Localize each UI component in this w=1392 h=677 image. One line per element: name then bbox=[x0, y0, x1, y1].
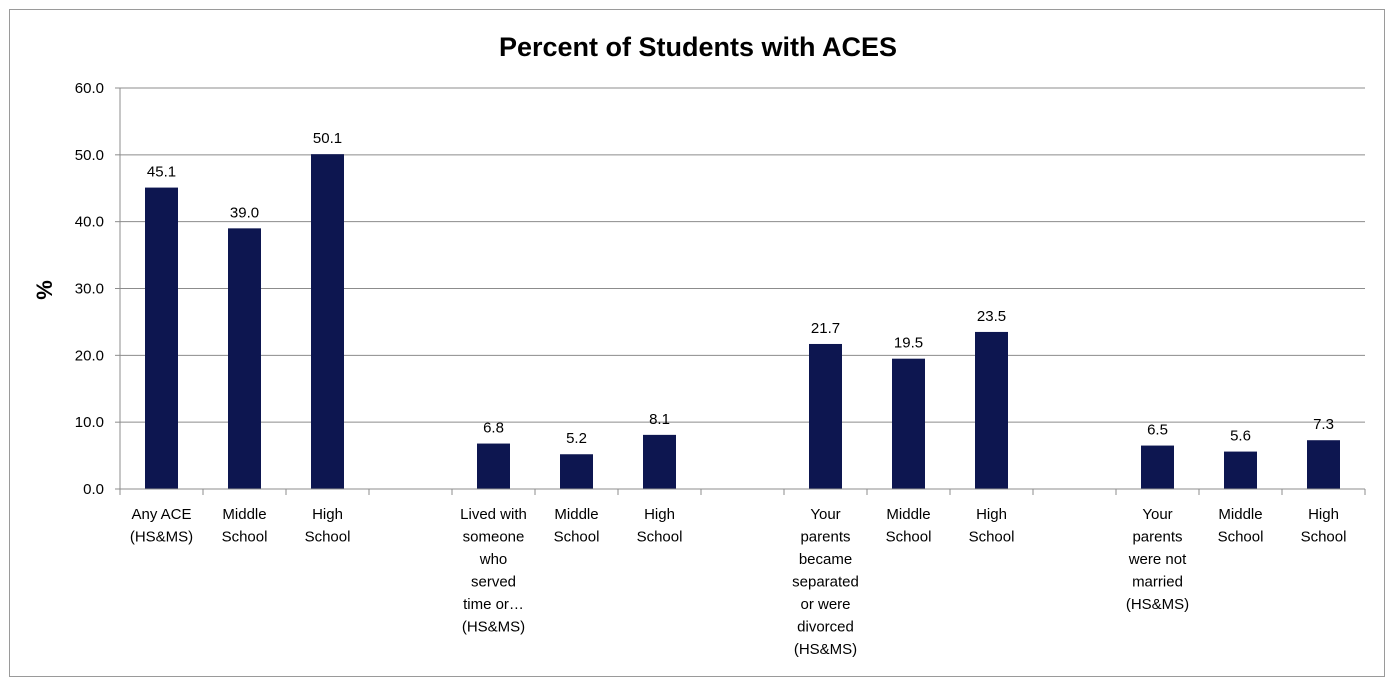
y-tick-label: 0.0 bbox=[83, 481, 104, 498]
x-category-label-line: time or… bbox=[463, 596, 524, 613]
x-category-label-line: (HS&MS) bbox=[462, 619, 525, 636]
x-category-label-line: (HS&MS) bbox=[794, 641, 857, 658]
x-category-label: Middle School bbox=[886, 506, 932, 546]
y-tick-label: 60.0 bbox=[75, 80, 104, 97]
axes bbox=[115, 87, 1366, 495]
x-category-label: Middle School bbox=[554, 506, 600, 546]
data-label: 7.3 bbox=[1313, 416, 1334, 433]
bar bbox=[643, 434, 676, 489]
bar bbox=[892, 358, 925, 489]
bar bbox=[1224, 451, 1257, 489]
x-category-label: Your parents became separated or were divorce… bbox=[792, 506, 859, 658]
x-category-label-line: or were bbox=[800, 596, 850, 613]
x-category-label: Any ACE (HS&MS) bbox=[130, 506, 193, 546]
data-label: 5.2 bbox=[566, 430, 587, 447]
bars bbox=[145, 154, 1340, 490]
x-category-label-line: Middle bbox=[222, 506, 266, 523]
x-category-label-line: School bbox=[1301, 529, 1347, 546]
x-category-label: High School bbox=[637, 506, 683, 546]
x-category-label-line: Lived with bbox=[460, 506, 527, 523]
bar bbox=[477, 443, 510, 489]
bar bbox=[311, 154, 344, 490]
data-label: 50.1 bbox=[313, 130, 342, 147]
x-category-label-line: became bbox=[799, 551, 852, 568]
x-category-label-line: School bbox=[305, 529, 351, 546]
x-category-label-line: (HS&MS) bbox=[130, 529, 193, 546]
data-label: 5.6 bbox=[1230, 428, 1251, 445]
x-category-label-line: Middle bbox=[886, 506, 930, 523]
x-category-label-line: parents bbox=[800, 529, 850, 546]
x-category-label-line: parents bbox=[1132, 529, 1182, 546]
gridlines bbox=[120, 87, 1365, 423]
x-category-label: High School bbox=[969, 506, 1015, 546]
bar bbox=[228, 228, 261, 489]
x-category-label-line: Any ACE bbox=[131, 506, 191, 523]
data-label: 21.7 bbox=[811, 320, 840, 337]
data-label: 6.8 bbox=[483, 420, 504, 437]
bar bbox=[975, 331, 1008, 489]
x-category-label: Middle School bbox=[222, 506, 268, 546]
y-axis-label: % bbox=[32, 280, 57, 300]
data-label: 39.0 bbox=[230, 204, 259, 221]
data-label: 6.5 bbox=[1147, 422, 1168, 439]
x-category-label-line: (HS&MS) bbox=[1126, 596, 1189, 613]
x-category-label: High School bbox=[1301, 506, 1347, 546]
x-category-label-line: served bbox=[471, 574, 516, 591]
x-category-label-line: Your bbox=[1142, 506, 1172, 523]
x-category-label: Your parents were not married (HS&MS) bbox=[1126, 506, 1189, 613]
y-tick-label: 40.0 bbox=[75, 214, 104, 231]
x-category-label-line: School bbox=[554, 529, 600, 546]
x-category-label-line: Middle bbox=[1218, 506, 1262, 523]
x-category-label-line: Middle bbox=[554, 506, 598, 523]
x-category-label-line: School bbox=[886, 529, 932, 546]
x-category-label-line: School bbox=[969, 529, 1015, 546]
x-category-label-line: High bbox=[1308, 506, 1339, 523]
x-category-label-line: High bbox=[976, 506, 1007, 523]
bar bbox=[809, 343, 842, 489]
x-category-label: Middle School bbox=[1218, 506, 1264, 546]
data-label: 19.5 bbox=[894, 335, 923, 352]
bar bbox=[145, 187, 178, 489]
y-tick-label: 30.0 bbox=[75, 281, 104, 298]
labels: 0.0 10.0 20.0 30.0 40.0 50.0 60.0 45.1 Any ACE (H… bbox=[75, 80, 1347, 658]
x-category-label-line: Your bbox=[810, 506, 840, 523]
x-category-label: Lived with someone who served time or… (HS&MS… bbox=[460, 506, 527, 636]
x-category-label-line: divorced bbox=[797, 619, 854, 636]
x-category-label-line: School bbox=[222, 529, 268, 546]
y-tick-label: 10.0 bbox=[75, 414, 104, 431]
x-category-label-line: married bbox=[1132, 574, 1183, 591]
x-category-label-line: were not bbox=[1128, 551, 1187, 568]
y-tick-label: 20.0 bbox=[75, 347, 104, 364]
x-category-label-line: High bbox=[644, 506, 675, 523]
bar bbox=[1307, 440, 1340, 489]
bar bbox=[1141, 445, 1174, 489]
x-category-label-line: High bbox=[312, 506, 343, 523]
data-label: 45.1 bbox=[147, 164, 176, 181]
data-label: 8.1 bbox=[649, 411, 670, 428]
chart-title: Percent of Students with ACES bbox=[499, 32, 897, 62]
y-tick-label: 50.0 bbox=[75, 147, 104, 164]
data-label: 23.5 bbox=[977, 308, 1006, 325]
x-category-label-line: someone bbox=[463, 529, 525, 546]
x-category-label: High School bbox=[305, 506, 351, 546]
x-category-label-line: School bbox=[637, 529, 683, 546]
bar bbox=[560, 454, 593, 489]
x-category-label-line: School bbox=[1218, 529, 1264, 546]
x-category-label-line: separated bbox=[792, 574, 859, 591]
x-category-label-line: who bbox=[479, 551, 508, 568]
